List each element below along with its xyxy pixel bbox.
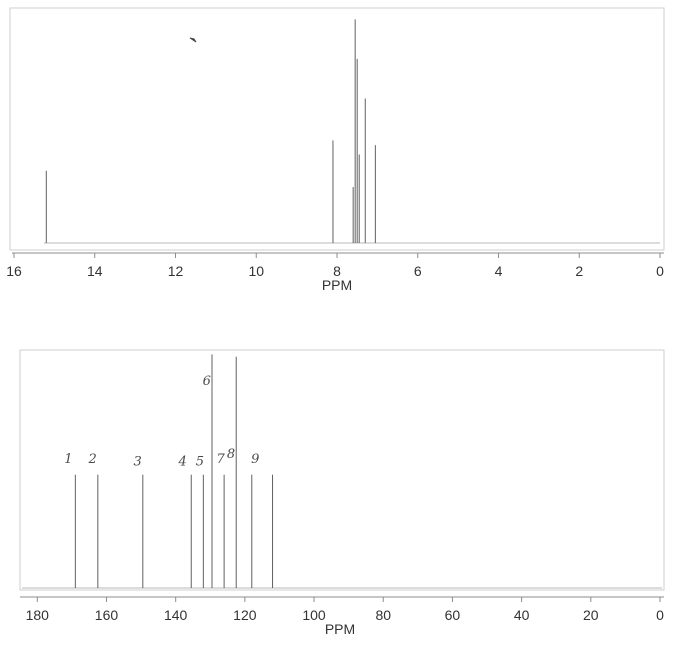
carbon-peaks	[74, 354, 274, 588]
proton-tick-label: 8	[333, 263, 341, 279]
carbon-tick-label: 40	[514, 607, 530, 623]
proton-tick-label: 16	[6, 263, 22, 279]
carbon-tick-label: 160	[95, 607, 119, 623]
proton-nmr-spectrum: 16 14 12 10 8 6 4 2 0 PPM	[6, 7, 665, 293]
proton-tick-label: 6	[414, 263, 422, 279]
carbon-spectrum-frame	[19, 349, 665, 591]
carbon-tick-label: 140	[164, 607, 188, 623]
proton-x-ticks: 16 14 12 10 8 6 4 2 0	[6, 253, 664, 279]
carbon-annotation: 4	[177, 454, 186, 469]
carbon-tick-label: 60	[445, 607, 461, 623]
carbon-tick-label: 80	[375, 607, 391, 623]
pen-mark	[189, 37, 197, 43]
carbon-x-axis-title: PPM	[325, 621, 355, 637]
carbon-annotation: 3	[133, 454, 141, 469]
carbon-x-ticks: 180 160 140 120 100 80 60 40 20 0	[26, 597, 664, 623]
carbon-tick-label: 20	[583, 607, 599, 623]
proton-tick-label: 0	[656, 263, 664, 279]
proton-tick-label: 2	[575, 263, 583, 279]
carbon-annotation: 6	[203, 374, 211, 389]
carbon-annotation: 1	[64, 452, 72, 467]
proton-tick-label: 4	[495, 263, 503, 279]
carbon-nmr-spectrum: 180 160 140 120 100 80 60 40 20 0 61 2 3 4 5 7 8 9 PPM	[19, 349, 665, 637]
proton-spectrum-frame	[9, 7, 665, 251]
proton-tick-label: 10	[248, 263, 264, 279]
proton-peaks	[45, 19, 376, 243]
proton-tick-label: 14	[87, 263, 103, 279]
carbon-peak-annotations: 6 1 2 3 4 5 7 8 9	[64, 374, 259, 469]
carbon-annotation: 2	[88, 452, 97, 467]
carbon-annotation: 9	[251, 452, 259, 467]
carbon-tick-label: 180	[26, 607, 50, 623]
carbon-annotation: 8	[227, 447, 235, 462]
carbon-annotation: 7	[217, 452, 226, 467]
carbon-tick-label: 120	[233, 607, 257, 623]
proton-tick-label: 12	[168, 263, 184, 279]
proton-x-axis-title: PPM	[322, 277, 352, 293]
carbon-tick-label: 0	[656, 607, 664, 623]
carbon-annotation: 5	[196, 454, 204, 469]
carbon-tick-label: 100	[302, 607, 326, 623]
